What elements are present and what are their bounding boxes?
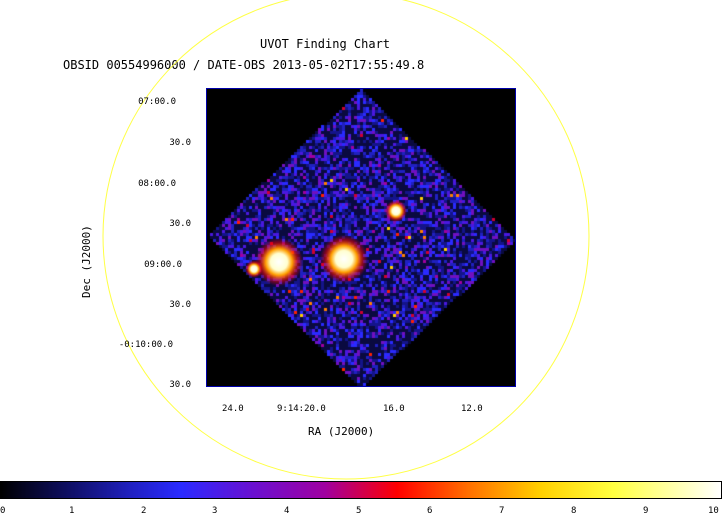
dec-tick-label: 30.0	[169, 380, 191, 390]
dec-tick-label: 09:00.0	[144, 260, 182, 270]
colorbar-tick: 10	[708, 506, 719, 516]
colorbar-tick: 3	[212, 506, 218, 516]
colorbar-tick: 7	[499, 506, 505, 516]
y-axis-label: Dec (J2000)	[80, 225, 93, 298]
x-axis-label: RA (J2000)	[308, 425, 375, 438]
colorbar-tick: 8	[571, 506, 577, 516]
chart-title: UVOT Finding Chart	[259, 37, 391, 51]
colorbar	[0, 481, 722, 499]
dec-tick-label: 07:00.0	[138, 97, 176, 107]
ra-tick-label: 16.0	[383, 404, 405, 414]
dec-tick-label: 08:00.0	[138, 179, 176, 189]
colorbar-tick: 4	[284, 506, 290, 516]
colorbar-tick: 5	[356, 506, 362, 516]
colorbar-tick: 0	[0, 506, 6, 516]
colorbar-tick: 2	[141, 506, 147, 516]
ra-tick-label: 24.0	[222, 404, 244, 414]
uvot-image-panel	[206, 88, 516, 387]
ra-tick-label: 9:14:20.0	[277, 404, 326, 414]
dec-tick-label: -0:10:00.0	[118, 340, 173, 350]
dec-tick-label: 30.0	[169, 300, 191, 310]
colorbar-tick: 1	[69, 506, 75, 516]
sky-image	[207, 89, 515, 386]
chart-subtitle: OBSID 00554996000 / DATE-OBS 2013-05-02T…	[63, 58, 425, 72]
ra-tick-label: 12.0	[461, 404, 483, 414]
dec-tick-label: 30.0	[169, 138, 191, 148]
colorbar-tick: 9	[643, 506, 649, 516]
colorbar-tick: 6	[427, 506, 433, 516]
dec-tick-label: 30.0	[169, 219, 191, 229]
